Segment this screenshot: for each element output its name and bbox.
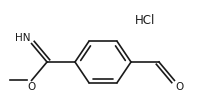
Text: HCl: HCl (135, 14, 155, 27)
Text: O: O (176, 82, 184, 92)
Text: O: O (27, 82, 36, 92)
Text: HN: HN (15, 33, 30, 43)
